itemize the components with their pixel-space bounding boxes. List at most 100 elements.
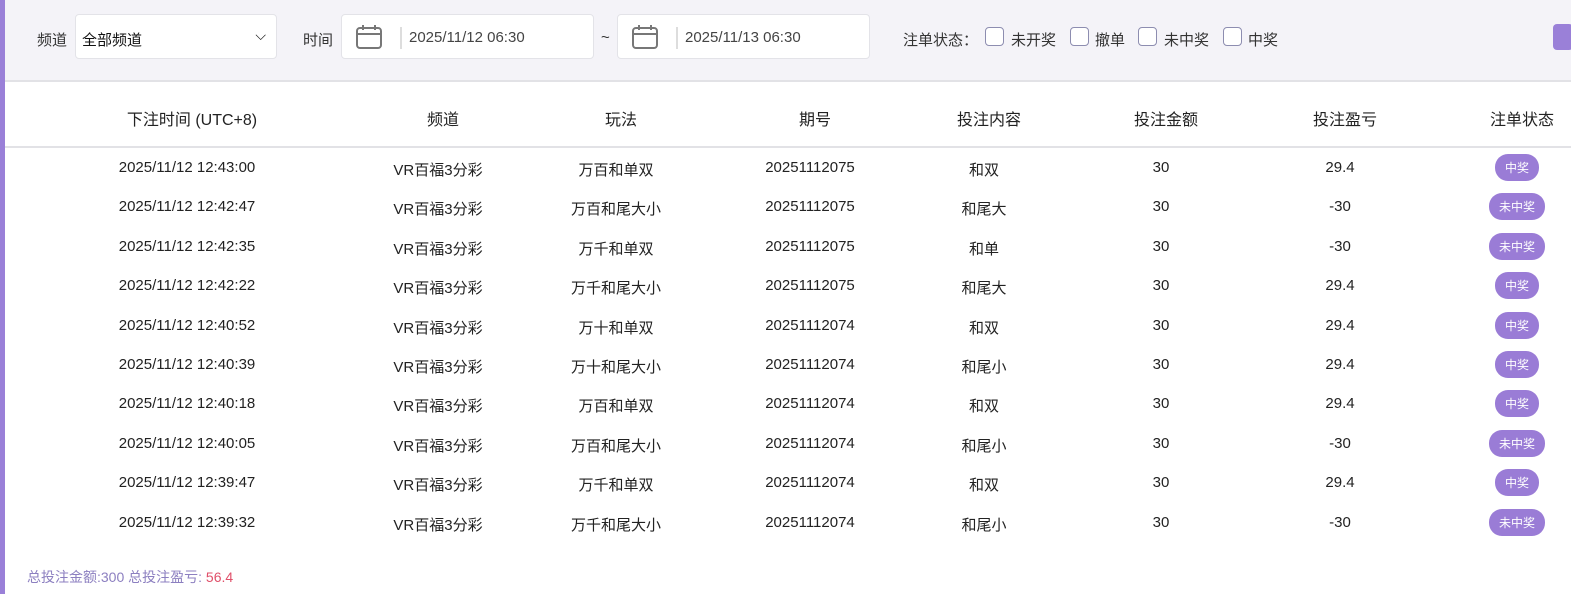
cell-bet-amount: 30 (1152, 237, 1170, 255)
cell-channel: VR百福3分彩 (393, 516, 483, 534)
cell-play-type: 万百和尾大小 (570, 437, 661, 455)
status-badge: 中奖 (1494, 390, 1539, 418)
status-badge: 未中奖 (1488, 232, 1545, 260)
cell-channel: VR百福3分彩 (393, 359, 483, 376)
search-button[interactable] (1553, 24, 1571, 50)
cell-bet-content: 和双 (968, 477, 999, 495)
cell-bet-time: 2025/11/12 12:40:39 (118, 356, 256, 373)
checkbox-not-drawn[interactable] (985, 27, 1004, 46)
channel-select[interactable]: 全部频道 ⌵ (75, 14, 277, 59)
status-badge: 未中奖 (1488, 429, 1545, 457)
table-row: 2025/11/12 12:40:52 VR百福3分彩 万十和单双 202511120… (0, 306, 1571, 345)
cell-bet-profit: -30 (1329, 237, 1351, 255)
status-badge: 中奖 (1494, 272, 1539, 300)
cell-issue-number: 20251112074 (765, 434, 855, 452)
cell-bet-profit: 29.4 (1325, 316, 1355, 334)
summary: 总投注金额:300 总投注盈亏: 56.4 (27, 567, 233, 587)
cell-bet-time: 2025/11/12 12:40:18 (118, 395, 256, 413)
cell-bet-status: 未中奖 (1407, 508, 1571, 536)
checkbox-label: 撤单 (1095, 32, 1126, 49)
cell-bet-time: 2025/11/12 12:40:52 (118, 316, 256, 334)
checkbox-lost[interactable] (1138, 27, 1157, 46)
cell-bet-time: 2025/11/12 12:39:32 (118, 513, 256, 531)
table-row: 2025/11/12 12:40:39 VR百福3分彩 万十和尾大小 20251112… (0, 345, 1571, 384)
divider (676, 27, 678, 49)
checkbox-cancelled[interactable] (1070, 27, 1089, 46)
cell-bet-content: 和尾小 (961, 516, 1007, 534)
cell-issue-number: 20251112074 (765, 395, 855, 413)
status-badge: 中奖 (1494, 469, 1539, 497)
cell-bet-amount: 30 (1152, 356, 1170, 373)
header-bet-profit: 投注盈亏 (1312, 112, 1377, 129)
end-date-input[interactable]: 2025/11/13 06:30 (617, 14, 870, 59)
channel-label: 频道 (37, 32, 68, 49)
checkbox-label: 中奖 (1248, 32, 1279, 49)
cell-bet-status: 中奖 (1407, 390, 1571, 418)
cell-bet-profit: -30 (1329, 513, 1351, 531)
cell-channel: VR百福3分彩 (393, 201, 483, 219)
cell-issue-number: 20251112075 (765, 237, 855, 255)
cell-bet-time: 2025/11/12 12:40:05 (118, 434, 256, 452)
cell-bet-time: 2025/11/12 12:42:47 (118, 198, 256, 216)
cell-issue-number: 20251112074 (765, 513, 855, 531)
cell-play-type: 万十和单双 (578, 319, 654, 337)
table-row: 2025/11/12 12:40:18 VR百福3分彩 万百和单双 202511120… (0, 384, 1571, 423)
checkbox-label: 未中奖 (1164, 32, 1210, 49)
status-badge: 未中奖 (1488, 193, 1545, 221)
header-bet-amount: 投注金额 (1133, 112, 1198, 129)
status-badge: 中奖 (1494, 311, 1539, 339)
header-issue-number: 期号 (798, 112, 831, 129)
cell-bet-profit: 29.4 (1325, 474, 1355, 492)
start-date-input[interactable]: 2025/11/12 06:30 (341, 14, 594, 59)
cell-channel: VR百福3分彩 (393, 162, 483, 179)
cell-bet-status: 中奖 (1407, 311, 1571, 339)
cell-bet-content: 和尾小 (961, 359, 1007, 376)
cell-channel: VR百福3分彩 (393, 398, 483, 416)
cell-bet-amount: 30 (1152, 513, 1170, 531)
cell-bet-amount: 30 (1152, 434, 1170, 452)
table-row: 2025/11/12 12:39:32 VR百福3分彩 万千和尾大小 20251112… (0, 503, 1571, 542)
range-separator: ~ (601, 29, 610, 46)
checkbox-label: 未开奖 (1011, 32, 1057, 49)
table-row: 2025/11/12 12:42:35 VR百福3分彩 万千和单双 202511120… (0, 227, 1571, 266)
cell-bet-time: 2025/11/12 12:43:00 (118, 159, 256, 176)
cell-play-type: 万千和单双 (578, 477, 654, 495)
cell-bet-content: 和双 (968, 319, 999, 337)
cell-bet-status: 中奖 (1407, 154, 1571, 181)
status-badge: 中奖 (1494, 154, 1539, 181)
cell-channel: VR百福3分彩 (393, 280, 483, 298)
table-row: 2025/11/12 12:42:22 VR百福3分彩 万千和尾大小 20251112… (0, 266, 1571, 305)
cell-bet-amount: 30 (1152, 474, 1170, 492)
cell-play-type: 万百和尾大小 (570, 201, 661, 219)
cell-bet-amount: 30 (1152, 159, 1170, 176)
cell-channel: VR百福3分彩 (393, 477, 483, 495)
checkbox-won[interactable] (1223, 27, 1242, 46)
cell-bet-content: 和单 (968, 240, 999, 258)
cell-channel: VR百福3分彩 (393, 240, 483, 258)
start-date-value: 2025/11/12 06:30 (409, 29, 525, 46)
cell-bet-content: 和尾小 (961, 437, 1007, 455)
chevron-down-icon: ⌵ (255, 27, 266, 43)
calendar-icon (632, 25, 658, 49)
cell-issue-number: 20251112074 (765, 356, 855, 373)
calendar-icon (356, 25, 382, 49)
header-play-type: 玩法 (604, 112, 637, 129)
cell-bet-time: 2025/11/12 12:42:22 (118, 277, 256, 295)
cell-bet-amount: 30 (1152, 198, 1170, 216)
cell-bet-profit: 29.4 (1325, 277, 1355, 295)
left-accent-bar (0, 0, 5, 594)
time-label: 时间 (303, 32, 334, 49)
header-channel: 频道 (426, 112, 459, 129)
cell-bet-profit: 29.4 (1325, 395, 1355, 413)
cell-bet-content: 和尾大 (961, 280, 1007, 298)
cell-bet-profit: 29.4 (1325, 159, 1355, 176)
cell-play-type: 万千和尾大小 (570, 280, 661, 298)
cell-play-type: 万百和单双 (578, 398, 654, 416)
cell-bet-amount: 30 (1152, 316, 1170, 334)
cell-issue-number: 20251112075 (765, 159, 855, 176)
cell-play-type: 万百和单双 (578, 162, 654, 179)
cell-bet-status: 未中奖 (1407, 429, 1571, 457)
divider (400, 27, 402, 49)
cell-issue-number: 20251112075 (765, 277, 855, 295)
header-bet-content: 投注内容 (956, 112, 1021, 129)
